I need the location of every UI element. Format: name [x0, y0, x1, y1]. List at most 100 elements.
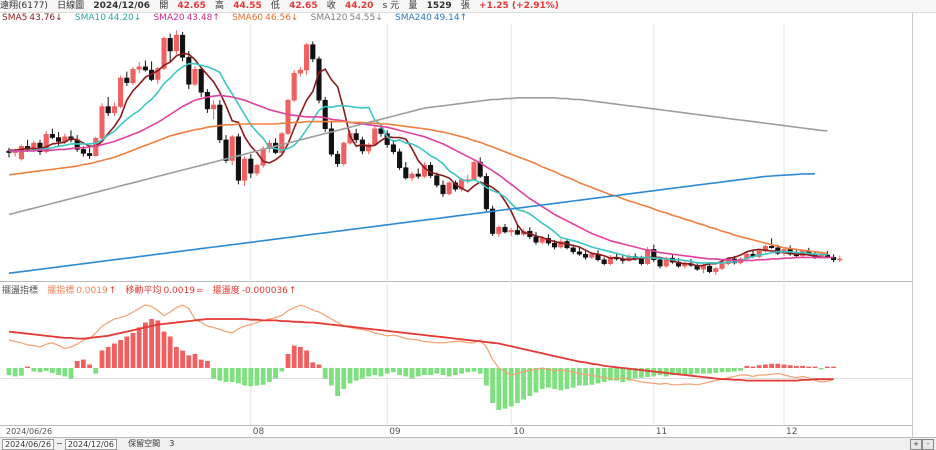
histogram-bar — [626, 368, 632, 381]
ma-label: SMA240 — [394, 13, 432, 23]
low-label: 低 — [270, 1, 280, 11]
candle-body — [254, 165, 260, 174]
candle-body — [49, 134, 55, 138]
ma-legend-sma10: SMA10 44.20↓ — [75, 13, 141, 24]
candle-body — [769, 246, 775, 249]
candles — [6, 30, 843, 275]
candle-body — [502, 226, 508, 233]
histogram-bar — [12, 368, 18, 377]
osc-label: 擺盪度 — [212, 286, 240, 296]
histogram-bar — [676, 368, 681, 375]
histogram-bar — [186, 355, 192, 368]
histogram-bar — [384, 368, 390, 374]
candle-body — [651, 249, 657, 260]
high-value: 44.55 — [233, 1, 262, 11]
high-label: 高 — [215, 1, 225, 11]
candle-body — [111, 106, 117, 114]
x-tick-label: 11 — [656, 427, 667, 437]
histogram-bar — [583, 368, 588, 386]
ma-legend: SMA5 43.76↓ SMA10 44.20↓ SMA20 43.48↑ SMA60… — [2, 12, 476, 23]
x-tick-label: 09 — [389, 427, 401, 437]
candle-body — [80, 149, 86, 154]
histogram-bar — [682, 368, 688, 375]
histogram-bar — [440, 368, 446, 375]
to-date-field[interactable]: 2024/12/06 — [64, 439, 117, 450]
ma-arrow: ↑ — [459, 13, 468, 23]
avg-arrow: = — [195, 286, 204, 296]
candle-body — [700, 265, 706, 270]
range-separator-icon: ~ — [56, 439, 63, 448]
histogram-bar — [6, 368, 12, 375]
ma-line-sma10 — [9, 62, 828, 264]
keep-space-value[interactable]: 3 — [169, 439, 175, 448]
histogram-bar — [62, 368, 68, 377]
ma-arrow: ↓ — [375, 13, 383, 23]
candle-body — [372, 128, 378, 145]
candle-body — [161, 38, 167, 69]
candle-body — [638, 258, 644, 264]
candle-body — [496, 226, 502, 234]
histogram-bar — [81, 359, 86, 368]
histogram-bar — [19, 368, 24, 376]
histogram-bar — [273, 368, 278, 379]
histogram-bar — [391, 368, 396, 373]
histogram-bar — [719, 368, 725, 373]
candle-body — [837, 258, 843, 261]
histogram-bar — [539, 368, 545, 389]
low-value: 42.65 — [289, 1, 318, 11]
histogram-bar — [180, 350, 185, 368]
candle-body — [514, 230, 520, 235]
close-label: 收 — [326, 1, 336, 11]
histogram-bar — [105, 347, 111, 368]
candle-body — [490, 208, 496, 234]
ma-value: 49.14 — [433, 13, 460, 23]
candle-body — [142, 66, 148, 71]
ma-line-sma5 — [9, 52, 828, 267]
from-date-field[interactable]: 2024/06/26 — [2, 439, 55, 450]
period-label: 日線圖 — [57, 1, 85, 11]
histogram-bar — [50, 368, 55, 373]
histogram-bar — [713, 368, 719, 373]
histogram-bar — [490, 368, 495, 403]
swing-value: 0.0019 — [76, 286, 108, 296]
ma-arrow: ↓ — [133, 13, 142, 23]
histogram-bar — [130, 333, 136, 368]
histogram-bar — [378, 368, 384, 377]
open-label: 開 — [159, 1, 169, 11]
histogram-bar — [223, 368, 229, 382]
volume-unit: 張 — [460, 1, 470, 11]
histogram-bar — [608, 368, 613, 381]
candle-body — [217, 104, 223, 141]
zoom-out-icon[interactable]: - — [922, 439, 934, 450]
histogram-bar — [552, 368, 557, 389]
histogram-bar — [471, 368, 477, 372]
histogram-bar — [68, 368, 74, 379]
indicator-line-0 — [8, 304, 834, 386]
histogram-bar — [229, 368, 235, 382]
candle-body — [415, 173, 421, 177]
histogram-bar — [707, 368, 712, 374]
candle-body — [18, 145, 24, 160]
histogram-bar — [205, 361, 210, 368]
candle-body — [198, 68, 204, 93]
ma-legend-sma240: SMA240 49.14↑ — [395, 13, 467, 24]
histogram-bar — [56, 368, 61, 375]
zoom-in-icon[interactable]: + — [910, 439, 922, 450]
histogram-bar — [453, 368, 458, 375]
histogram-bar — [329, 368, 334, 386]
histogram-bar — [161, 331, 167, 368]
histogram-bar — [74, 361, 80, 368]
candle-body — [322, 99, 328, 130]
price-change: +1.25 (+2.91%) — [479, 1, 559, 11]
histogram-bar — [397, 368, 402, 375]
histogram-bar — [769, 363, 774, 368]
ma-label: SMA5 — [2, 13, 28, 23]
candle-body — [483, 176, 489, 210]
indicator-legend: 擺盪指標 擺指標 0.0019↑ 移動平均 0.0019= 擺盪度 -0.000036… — [2, 285, 302, 296]
histogram-bar — [812, 366, 818, 368]
keep-space-label: 保留空間 — [128, 439, 161, 448]
ma-line-sma60 — [8, 120, 828, 255]
histogram-bar — [428, 368, 433, 375]
candle-body — [570, 247, 576, 253]
